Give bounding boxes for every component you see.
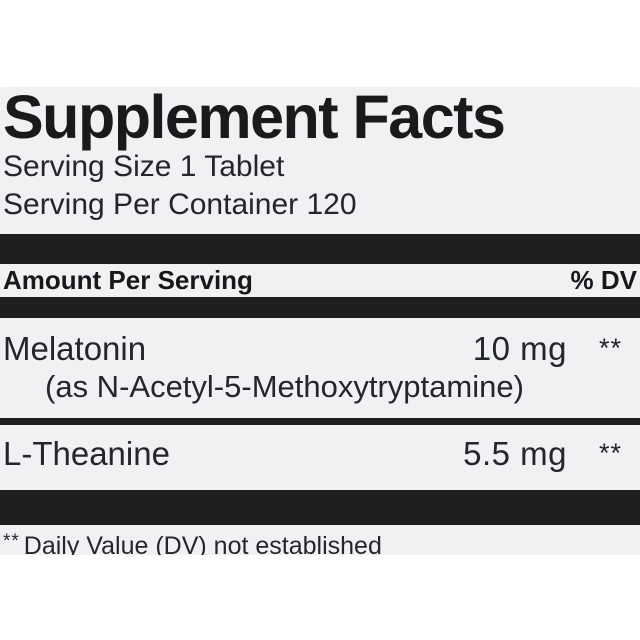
footnote-text: Daily Value (DV) not established: [23, 532, 382, 555]
footnote-marker: **: [3, 531, 20, 552]
nutrient-dv-asterisks: **: [598, 438, 622, 468]
serving-info: Serving Size 1 Tablet Serving Per Contai…: [3, 148, 640, 224]
percent-dv-header: % DV: [570, 265, 637, 295]
amount-per-serving-header: Amount Per Serving: [3, 265, 253, 295]
nutrient-name: L-Theanine: [3, 435, 170, 472]
nutrient-dv-asterisks: **: [598, 333, 622, 363]
nutrient-amount: 10 mg: [472, 330, 567, 367]
nutrient-detail-melatonin: (as N-Acetyl-5-Methoxytryptamine): [45, 369, 524, 404]
column-header-row: Amount Per Serving % DV: [3, 264, 640, 297]
nutrient-name: Melatonin: [3, 330, 147, 367]
divider-thick-bottom: [0, 490, 640, 525]
nutrient-row-l-theanine: L-Theanine 5.5 mg **: [3, 437, 640, 471]
divider-thick-top: [0, 234, 640, 264]
divider-medium: [0, 297, 640, 318]
servings-per-container: Serving Per Container 120: [3, 188, 357, 221]
nutrient-row-melatonin: Melatonin 10 mg **: [3, 332, 640, 366]
supplement-facts-panel: Supplement Facts Serving Size 1 Tablet S…: [0, 87, 640, 555]
divider-thin: [0, 418, 640, 425]
footnote: ** Daily Value (DV) not established: [3, 525, 640, 555]
serving-size: Serving Size 1 Tablet: [3, 150, 285, 183]
panel-title: Supplement Facts: [3, 87, 506, 151]
nutrient-amount: 5.5 mg: [463, 435, 567, 472]
